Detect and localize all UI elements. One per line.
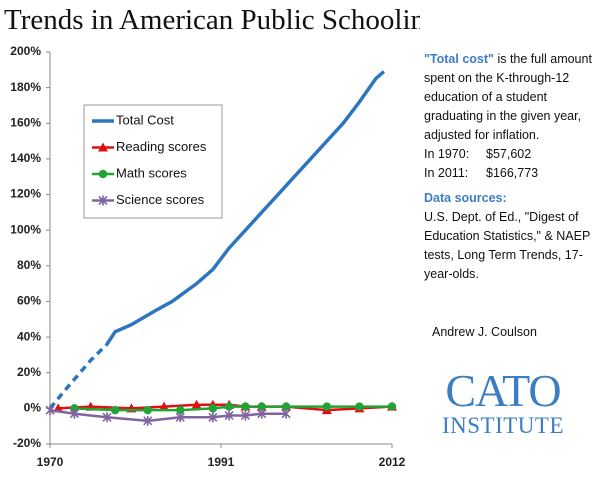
marker [281, 402, 291, 411]
marker [176, 405, 185, 415]
sources: U.S. Dept. of Ed., "Digest of Education … [424, 210, 591, 281]
cost-value: $57,602 [486, 147, 532, 161]
marker [240, 410, 250, 421]
y-tick-label: 40% [17, 329, 41, 343]
sidebar: "Total cost" is the full amount spent on… [424, 50, 598, 284]
cost-label: In 1970: [424, 147, 470, 161]
x-tick-label: 2012 [379, 455, 406, 469]
chart-title: Trends in American Public Schooling Sinc… [4, 4, 420, 36]
y-tick-label: 120% [10, 187, 41, 201]
marker [143, 415, 153, 426]
marker [208, 412, 218, 423]
y-tick-label: 80% [17, 258, 41, 272]
y-tick-label: 20% [17, 365, 41, 379]
marker [355, 402, 364, 411]
legend-entry: Science scores [92, 192, 205, 207]
marker [143, 405, 152, 415]
note: "Total cost" is the full amount spent on… [424, 50, 598, 145]
y-tick-label: 60% [17, 294, 41, 308]
marker [69, 408, 79, 419]
legend: Total Cost Reading scores Math scores Scien… [83, 104, 223, 219]
y-tick-label: 100% [10, 222, 41, 236]
legend-label: Total Cost [116, 112, 174, 127]
marker [110, 405, 120, 415]
legend-entry: Math scores [92, 165, 187, 180]
cost-line: In 1970: $57,602 [424, 145, 598, 164]
note-highlight: "Total cost" [424, 52, 494, 66]
logo: CATO INSTITUTE [428, 368, 578, 438]
marker [191, 399, 202, 409]
series-line [48, 70, 386, 410]
sources-title: Data sources: [424, 191, 507, 205]
y-tick-label: 140% [10, 151, 41, 165]
marker [241, 402, 250, 411]
y-tick-label: 200% [10, 44, 41, 58]
x-tick-label: 1991 [208, 455, 235, 469]
marker [224, 402, 234, 411]
logo-top: CATO [445, 365, 561, 416]
marker [175, 412, 185, 423]
cost-line: In 2011: $166,773 [424, 164, 598, 183]
legend-entry: Reading scores [92, 139, 207, 154]
marker [208, 404, 218, 413]
legend-label: Math scores [116, 165, 187, 180]
marker [102, 412, 112, 423]
cost-value: $166,773 [486, 166, 539, 180]
y-tick-label: 180% [10, 80, 41, 94]
marker [45, 405, 55, 416]
legend-marker [98, 142, 108, 152]
marker [322, 402, 332, 411]
series-line [74, 405, 392, 412]
y-tick-label: -20% [13, 436, 41, 450]
x-tick-label: 1970 [37, 455, 64, 469]
marker [70, 404, 79, 413]
marker [159, 401, 169, 411]
marker [281, 408, 291, 419]
y-tick-label: 0% [24, 401, 42, 415]
chart: Trends in American Public Schooling Sinc… [4, 4, 420, 469]
marker [387, 402, 397, 411]
legend-marker [98, 169, 108, 179]
legend-marker [98, 195, 108, 206]
legend-entry: Total Cost [92, 112, 174, 127]
marker [257, 402, 266, 411]
legend-label: Reading scores [116, 139, 207, 154]
legend-label: Science scores [116, 192, 205, 207]
logo-bottom: INSTITUTE [441, 413, 565, 438]
cost-label: In 2011: [424, 166, 469, 180]
y-tick-label: 160% [10, 115, 41, 129]
marker [257, 408, 267, 419]
author: Andrew J. Coulson [432, 325, 537, 339]
marker [224, 410, 234, 421]
series-line [49, 408, 287, 423]
legend-box [83, 104, 223, 219]
note-text: is the full amount spent on the K-throug… [424, 52, 592, 142]
